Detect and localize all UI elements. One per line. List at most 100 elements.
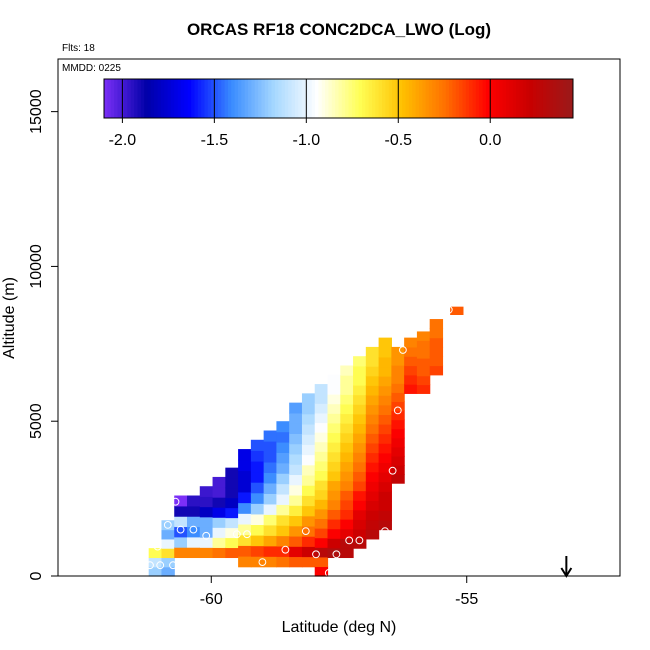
heatmap-cell [212, 547, 226, 559]
heatmap-cell [404, 346, 418, 357]
heatmap-cell [289, 443, 303, 455]
colorbar-swatch [506, 79, 510, 118]
colorbar-swatch [425, 79, 430, 118]
heatmap-cell [250, 503, 265, 515]
colorbar-swatch [157, 79, 162, 118]
heatmap-cell [161, 520, 175, 531]
colorbar-swatch [345, 79, 350, 118]
heatmap-cell [238, 545, 252, 557]
sample-marker [393, 406, 402, 415]
heatmap-cell [250, 482, 265, 494]
heatmap-cell [416, 331, 431, 341]
colorbar-swatch [355, 79, 360, 118]
sample-marker [146, 561, 154, 570]
heatmap-cell [289, 484, 303, 496]
heatmap-cell [378, 481, 392, 492]
colorbar-swatch [177, 79, 182, 118]
heatmap-cell [314, 547, 329, 558]
colorbar-swatch [134, 79, 138, 118]
heatmap-cell [391, 464, 405, 475]
heatmap-cell [199, 516, 214, 528]
heatmap-cell [365, 442, 380, 454]
heatmap-cell [327, 480, 341, 491]
heatmap-cell [353, 500, 367, 511]
heatmap-cell [340, 519, 354, 530]
colorbar-swatch [509, 79, 514, 118]
heatmap-cell [276, 545, 290, 557]
heatmap-cell [340, 547, 354, 559]
sample-marker [189, 525, 198, 534]
heatmap-cell [365, 490, 380, 502]
heatmap-cell [250, 513, 265, 526]
heatmap-cell [289, 412, 303, 424]
sample-marker [281, 545, 290, 554]
colorbar-swatch [204, 79, 209, 118]
colorbar-swatch [452, 79, 457, 118]
heatmap-cell [429, 328, 444, 339]
heatmap-cell [301, 413, 316, 425]
colorbar-swatch [516, 79, 520, 118]
heatmap-cell [378, 433, 392, 444]
heatmap-cell [353, 404, 367, 415]
heatmap-cell [238, 491, 252, 504]
y-axis: 0 5000 10000 15000 [28, 89, 58, 580]
heatmap-cell [353, 423, 367, 434]
heatmap-cell [391, 446, 405, 457]
heatmap-cell [301, 525, 316, 537]
colorbar-swatch [164, 79, 169, 118]
heatmap-cell [250, 471, 265, 483]
heatmap-cell [225, 507, 239, 519]
heatmap-cell [391, 346, 405, 357]
heatmap-cell [314, 508, 329, 520]
heatmap-cell [263, 461, 278, 474]
heatmap-cell [250, 450, 265, 462]
colorbar-swatch [559, 79, 564, 118]
heatmap-cell [276, 514, 290, 526]
colorbar-swatch [532, 79, 537, 118]
heatmap-cell [225, 527, 239, 539]
heatmap-cell [289, 505, 303, 517]
heatmap-cell [276, 504, 290, 516]
colorbar-swatch [268, 79, 272, 118]
x-axis: -60 -55 [200, 576, 478, 608]
colorbar-swatch [291, 79, 296, 118]
colorbar-swatch [395, 79, 400, 118]
colorbar-swatch [382, 79, 386, 118]
heatmap-cell [327, 470, 341, 482]
heatmap-cell [404, 365, 418, 376]
colorbar-swatch [405, 79, 410, 118]
colorbar-swatch [348, 79, 353, 118]
heatmap-cell [238, 523, 252, 536]
heatmap-cell [365, 423, 380, 434]
heatmap-cell [225, 497, 239, 509]
heatmap-cell [174, 536, 188, 548]
heatmap-cell [416, 349, 431, 359]
heatmap-cell [212, 537, 226, 548]
heatmap-cell [187, 516, 201, 528]
colorbar-swatch [546, 79, 551, 118]
x-tick-label: -60 [200, 591, 223, 608]
colorbar-gradient [104, 79, 574, 118]
sample-marker [232, 530, 241, 539]
colorbar-swatch [552, 79, 557, 118]
heatmap-cell [378, 491, 392, 502]
colorbar-swatch [117, 79, 122, 118]
sample-marker [153, 542, 162, 551]
heatmap-cell [174, 505, 188, 517]
colorbar-swatch [191, 79, 195, 118]
heatmap-cell [212, 517, 226, 528]
heatmap-cell [365, 519, 380, 530]
colorbar-swatch [321, 79, 326, 118]
heatmap-cell [250, 492, 265, 504]
heatmap-cell [263, 472, 278, 484]
heatmap-cell [276, 421, 290, 433]
heatmap-cell [378, 471, 392, 483]
sample-marker [444, 305, 453, 314]
heatmap-cell [289, 525, 303, 537]
heatmap-cell [353, 365, 367, 376]
heatmap-cell [416, 340, 431, 350]
heatmap-cell [340, 365, 354, 376]
heatmap-cell [314, 441, 329, 452]
heatmap-cell [314, 422, 329, 433]
colorbar-swatch [181, 79, 185, 118]
